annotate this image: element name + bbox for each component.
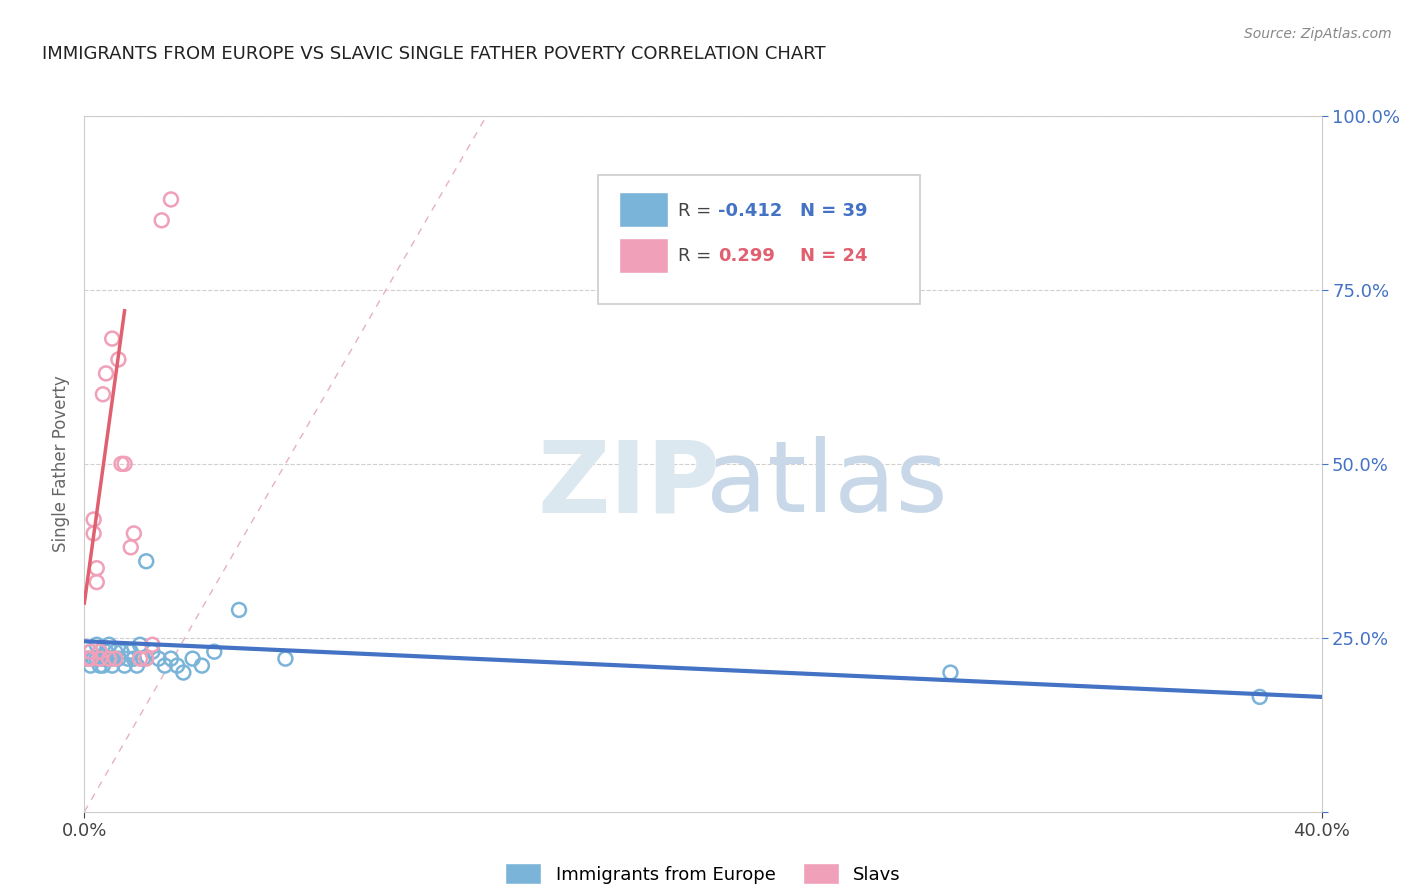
Point [135, 651, 157, 665]
Point [91, 658, 114, 673]
Point [91, 651, 114, 665]
Point [1249, 690, 1271, 704]
Point [83, 512, 105, 526]
Text: Source: ZipAtlas.com: Source: ZipAtlas.com [1244, 27, 1392, 41]
Point [160, 651, 183, 665]
Point [228, 603, 250, 617]
Point [101, 658, 124, 673]
Point [98, 651, 121, 665]
Point [110, 457, 132, 471]
Point [129, 638, 152, 652]
Point [79, 658, 101, 673]
Point [148, 651, 170, 665]
Text: IMMIGRANTS FROM EUROPE VS SLAVIC SINGLE FATHER POVERTY CORRELATION CHART: IMMIGRANTS FROM EUROPE VS SLAVIC SINGLE … [42, 45, 825, 62]
Point [120, 541, 142, 555]
Point [101, 332, 124, 346]
Point [132, 651, 155, 665]
Point [104, 645, 127, 659]
FancyBboxPatch shape [598, 175, 920, 304]
Text: ZIP: ZIP [537, 436, 720, 533]
Point [120, 645, 142, 659]
Point [141, 638, 163, 652]
Point [129, 651, 152, 665]
Text: -0.412: -0.412 [718, 202, 782, 219]
Bar [619, 193, 668, 227]
Point [94, 645, 117, 659]
Point [125, 658, 148, 673]
Point [202, 645, 225, 659]
Point [79, 651, 101, 665]
Text: R =: R = [678, 202, 717, 219]
Bar [619, 237, 668, 273]
Point [122, 651, 145, 665]
Text: R =: R = [678, 247, 717, 265]
Point [79, 645, 101, 659]
Point [76, 651, 98, 665]
Text: N = 39: N = 39 [800, 202, 868, 219]
Point [114, 457, 136, 471]
Point [86, 651, 108, 665]
Point [101, 651, 124, 665]
Point [94, 367, 117, 381]
Point [89, 658, 111, 673]
Point [98, 638, 121, 652]
Point [86, 638, 108, 652]
Point [91, 387, 114, 401]
Point [160, 193, 183, 207]
Point [181, 651, 204, 665]
Point [122, 526, 145, 541]
Point [172, 665, 194, 680]
Point [89, 651, 111, 665]
Point [89, 645, 111, 659]
Point [274, 651, 297, 665]
Point [104, 651, 127, 665]
Text: N = 24: N = 24 [800, 247, 868, 265]
Y-axis label: Single Father Poverty: Single Father Poverty [52, 376, 70, 552]
Point [114, 658, 136, 673]
Point [150, 213, 173, 227]
Text: atlas: atlas [706, 436, 948, 533]
Point [191, 658, 214, 673]
Point [141, 645, 163, 659]
Text: 0.299: 0.299 [718, 247, 775, 265]
Point [110, 645, 132, 659]
Point [939, 665, 962, 680]
Point [117, 651, 139, 665]
Point [76, 651, 98, 665]
Point [166, 658, 188, 673]
Point [86, 575, 108, 590]
Point [89, 645, 111, 659]
Point [94, 651, 117, 665]
Point [153, 658, 176, 673]
Point [135, 554, 157, 568]
Point [86, 561, 108, 575]
Point [79, 645, 101, 659]
Legend: Immigrants from Europe, Slavs: Immigrants from Europe, Slavs [496, 855, 910, 892]
Point [107, 651, 129, 665]
Point [83, 651, 105, 665]
Point [107, 352, 129, 367]
Point [83, 526, 105, 541]
